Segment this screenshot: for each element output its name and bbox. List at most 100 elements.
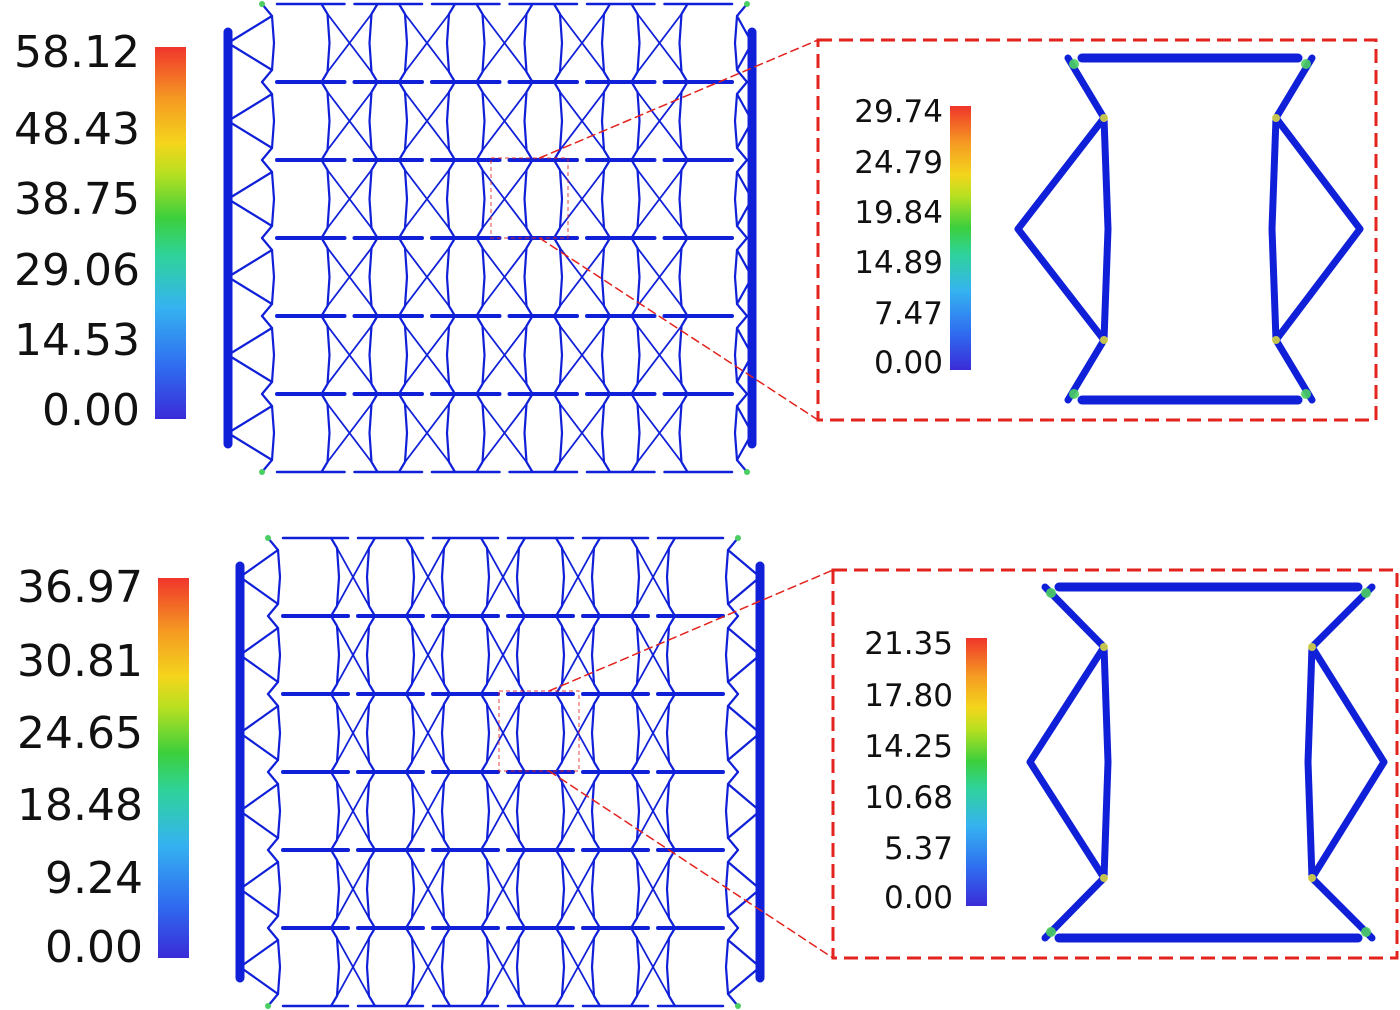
cross-brace [561, 703, 595, 763]
plate-connector [726, 575, 762, 606]
reentrant-ligament [266, 848, 282, 930]
stress-hotspot [1100, 874, 1108, 882]
bottom-main-colorbar [158, 578, 189, 958]
cross-brace [404, 13, 450, 73]
stress-hotspot [1100, 114, 1108, 122]
cross-brace [636, 625, 670, 685]
bottom-zoom-cell [1026, 582, 1388, 943]
reentrant-ligament [404, 926, 416, 1008]
reentrant-ligament [445, 80, 457, 162]
bottom-zoom-colorbar [966, 638, 987, 906]
plate-connector [735, 353, 754, 384]
reentrant-ligament [630, 2, 641, 84]
reentrant-ligament [365, 692, 377, 774]
stress-hotspot [1301, 59, 1311, 69]
zoom-colorbar-tick-label: 19.84 [854, 195, 943, 231]
reentrant-ligament [590, 926, 602, 1008]
reentrant-ligament [445, 2, 457, 84]
cross-brace [404, 247, 450, 307]
zoom-right-chevron [1272, 114, 1364, 344]
reentrant-ligament [329, 770, 341, 852]
reentrant-ligament [600, 392, 612, 474]
cross-brace [486, 937, 520, 997]
stress-hotspot [1100, 643, 1108, 651]
reentrant-ligament [445, 392, 457, 474]
cross-brace [561, 625, 595, 685]
reentrant-ligament [724, 848, 740, 930]
cross-brace [404, 169, 450, 229]
reentrant-ligament [552, 392, 564, 474]
colorbar-tick-label: 36.97 [17, 562, 143, 613]
plate-connector [226, 404, 274, 435]
reentrant-ligament [479, 848, 491, 930]
reentrant-ligament [397, 80, 409, 162]
reentrant-ligament [523, 236, 534, 318]
stress-hotspot [735, 535, 741, 541]
cross-brace [404, 403, 450, 463]
plate-connector [226, 353, 274, 384]
zoom-colorbar-tick-label: 24.79 [854, 145, 943, 181]
reentrant-ligament [260, 392, 276, 474]
colorbar-tick-label: 29.06 [14, 245, 140, 296]
stress-hotspot [259, 1, 265, 7]
zoom-leader-line [548, 770, 834, 959]
plate-connector [238, 575, 280, 606]
colorbar-tick-label: 38.75 [14, 174, 140, 225]
reentrant-ligament [678, 158, 689, 240]
cross-brace [481, 91, 528, 151]
top-lattice [223, 1, 757, 475]
reentrant-ligament [590, 536, 602, 618]
zoom-left-chevron [1026, 643, 1108, 882]
plate-connector [226, 14, 274, 45]
plate-connector [226, 275, 274, 306]
cross-brace [486, 625, 520, 685]
reentrant-ligament [733, 236, 749, 318]
reentrant-ligament [515, 926, 527, 1008]
reentrant-ligament [590, 770, 602, 852]
cross-brace [559, 403, 605, 463]
plate-connector [735, 404, 754, 435]
stress-hotspot [1361, 588, 1371, 598]
reentrant-ligament [329, 692, 341, 774]
reentrant-ligament [630, 158, 641, 240]
reentrant-ligament [320, 80, 331, 162]
zoom-colorbar-tick-label: 29.74 [854, 94, 943, 130]
colorbar-tick-label: 18.48 [17, 780, 143, 831]
cross-brace [411, 781, 445, 841]
cross-brace [559, 325, 605, 385]
reentrant-ligament [523, 314, 534, 396]
reentrant-ligament [404, 848, 416, 930]
reentrant-ligament [397, 2, 409, 84]
reentrant-ligament [630, 392, 641, 474]
zoom-colorbar-tick-label: 14.89 [854, 245, 943, 281]
colorbar-tick-label: 9.24 [45, 853, 143, 904]
reentrant-ligament [724, 692, 740, 774]
cross-brace [481, 403, 528, 463]
plate-connector [726, 887, 762, 918]
reentrant-ligament [554, 536, 566, 618]
plate-connector [726, 731, 762, 762]
zoom-leader-line [548, 569, 834, 692]
cross-brace [326, 403, 373, 463]
stress-hotspot [744, 1, 750, 7]
reentrant-ligament [368, 236, 379, 318]
cross-brace [326, 325, 373, 385]
plate-connector [726, 860, 762, 891]
reentrant-ligament [260, 80, 276, 162]
top-main-colorbar [155, 47, 186, 419]
cross-brace [336, 547, 370, 607]
reentrant-ligament [552, 80, 564, 162]
zoom-colorbar-tick-label: 14.25 [864, 729, 953, 765]
reentrant-ligament [475, 314, 486, 396]
stress-hotspot [1046, 927, 1056, 937]
reentrant-ligament [523, 80, 534, 162]
reentrant-ligament [552, 236, 564, 318]
reentrant-ligament [397, 158, 409, 240]
reentrant-ligament [629, 692, 641, 774]
reentrant-ligament [515, 536, 527, 618]
reentrant-ligament [397, 314, 409, 396]
reentrant-ligament [630, 236, 641, 318]
reentrant-ligament [554, 614, 566, 696]
stress-hotspot [265, 1003, 271, 1009]
reentrant-ligament [365, 926, 377, 1008]
